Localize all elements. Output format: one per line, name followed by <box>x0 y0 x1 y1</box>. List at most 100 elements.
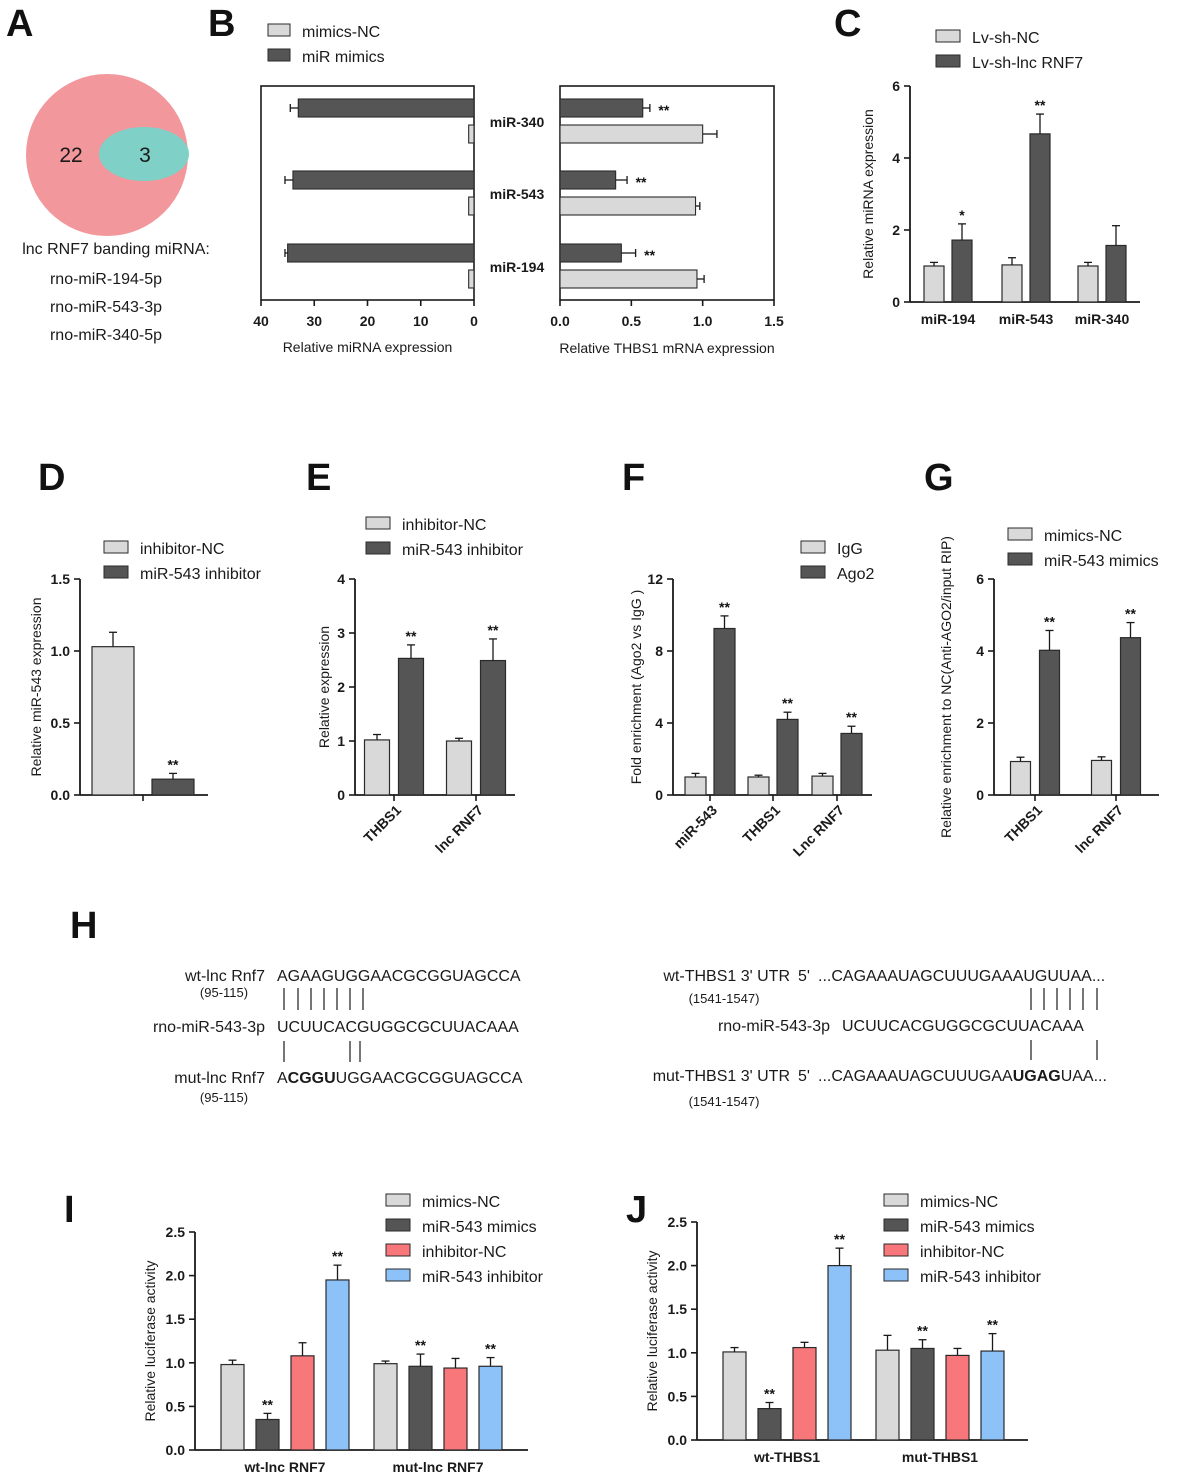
legend-d: inhibitor-NC miR-543 inhibitor <box>103 540 262 583</box>
y-tick-label: 1.0 <box>668 1345 688 1361</box>
panel-label-h: H <box>70 905 97 947</box>
bar-inhibitor-nc <box>792 1346 817 1441</box>
x-tick-label: mut-lnc RNF7 <box>393 1459 484 1475</box>
legend-j: mimics-NC miR-543 mimics inhibitor-NC miR-5… <box>883 1193 1042 1286</box>
x-tick-label: miR-543 <box>999 311 1054 327</box>
bar-lv-sh-lnc-rnf7 <box>1105 244 1127 303</box>
panel-label-b: B <box>208 3 235 45</box>
y-axis-title: Relative luciferase activity <box>142 1260 158 1421</box>
wt-thbs1-sequence: ...CAGAAAUAGCUUUGAAAUGUUAA... <box>818 968 1105 985</box>
legend-label: inhibitor-NC <box>402 517 486 534</box>
chart-c: 0 2 4 6 Relative miRNA expression * miR-194 ** m… <box>860 78 1140 327</box>
bar-mimics-nc <box>559 124 704 144</box>
sequence-alignment-lnc: wt-lnc Rnf7 (95-115) AGAAGUGGAACGCGGUAGC… <box>153 968 523 1105</box>
significance-mark: ** <box>415 1337 426 1353</box>
panel-label-e: E <box>306 457 331 499</box>
y-tick-label: 0 <box>892 294 900 310</box>
x-tick-label: 0.0 <box>550 313 570 329</box>
y-tick-label: 1 <box>337 733 345 749</box>
bar-miR-mimics <box>287 243 475 263</box>
y-tick-label: 4 <box>892 150 900 166</box>
y-tick-label: 0 <box>655 787 663 803</box>
y-tick-label: 1.0 <box>51 643 71 659</box>
bar-mimics-nc <box>722 1351 747 1441</box>
legend-label: mimics-NC <box>920 1194 998 1211</box>
legend-label: inhibitor-NC <box>422 1244 506 1261</box>
x-tick-label: 0 <box>470 313 478 329</box>
bar-ago2 <box>840 732 863 796</box>
x-tick-label: miR-340 <box>1075 311 1130 327</box>
panel-label-f: F <box>622 457 645 499</box>
bar-ago2 <box>713 627 736 796</box>
y-axis-title: Relative miRNA expression <box>860 109 876 279</box>
mut-lnc-pairing-lines <box>283 1041 361 1062</box>
venn-mirna-2: rno-miR-543-3p <box>50 299 162 316</box>
y-tick-label: 1.0 <box>166 1355 186 1371</box>
x-tick-label: 1.5 <box>764 313 784 329</box>
legend-label: miR-543 inhibitor <box>920 1269 1042 1286</box>
significance-mark: ** <box>719 599 730 615</box>
category-label: miR-194 <box>490 259 545 275</box>
wt-thbs1-name: wt-THBS1 3' UTR <box>662 968 790 985</box>
legend-g: mimics-NC miR-543 mimics <box>1007 527 1159 570</box>
significance-mark: ** <box>485 1341 496 1357</box>
chart-j: 0.0 0.5 1.0 1.5 2.0 2.5 Relative luciferase ac… <box>644 1214 1028 1465</box>
significance-mark: ** <box>846 709 857 725</box>
mut-lnc-name: mut-lnc Rnf7 <box>174 1070 265 1087</box>
bar-mimics-nc <box>468 269 475 289</box>
legend-label: miR-543 mimics <box>422 1219 537 1236</box>
x-tick-label: wt-THBS1 <box>753 1449 820 1465</box>
bar-igg <box>747 776 770 796</box>
y-tick-label: 0.0 <box>166 1442 186 1458</box>
legend-label: IgG <box>837 541 863 558</box>
x-tick-label: 10 <box>413 313 429 329</box>
x-tick-label: 1.0 <box>693 313 713 329</box>
y-tick-label: 2.5 <box>668 1214 688 1230</box>
y-tick-label: 2.0 <box>166 1268 186 1284</box>
venn-circle-mirna <box>99 127 189 181</box>
legend-swatch <box>1007 552 1033 566</box>
x-tick-label: 20 <box>360 313 376 329</box>
bar-inhibitor-nc <box>290 1355 315 1451</box>
y-tick-label: 0.5 <box>166 1398 186 1414</box>
x-tick-label: 40 <box>253 313 269 329</box>
significance-mark: ** <box>168 756 179 772</box>
y-tick-label: 4 <box>337 571 345 587</box>
significance-mark: ** <box>406 628 417 644</box>
wt-lnc-pairing-lines <box>283 988 364 1010</box>
y-tick-label: 3 <box>337 625 345 641</box>
legend-swatch <box>365 516 391 530</box>
significance-mark: ** <box>488 622 499 638</box>
legend-swatch <box>883 1268 909 1282</box>
x-axis-title: Relative THBS1 mRNA expression <box>559 340 774 356</box>
lnc-mirna-name: rno-miR-543-3p <box>153 1019 265 1036</box>
legend-label: Lv-sh-lnc RNF7 <box>972 55 1083 72</box>
x-tick-label: 30 <box>306 313 322 329</box>
bar-lv-sh-nc <box>923 265 945 303</box>
bar-mimics-nc <box>875 1349 900 1441</box>
y-tick-label: 0 <box>976 787 984 803</box>
x-tick-label: miR-194 <box>921 311 976 327</box>
significance-mark: ** <box>332 1248 343 1264</box>
mut-lnc-mutated-bases: CGGU <box>288 1070 336 1087</box>
legend-c: Lv-sh-NC Lv-sh-lnc RNF7 <box>935 29 1083 72</box>
sequence-alignment-thbs1: wt-THBS1 3' UTR 5' ...CAGAAAUAGCUUUGAAAU… <box>653 968 1107 1109</box>
mut-thbs1-pairing-lines <box>1030 1040 1098 1060</box>
right-plot-frame <box>559 85 775 301</box>
bar-mir-543-mimics <box>1038 649 1061 796</box>
y-tick-label: 8 <box>655 643 663 659</box>
x-tick-label: THBS1 <box>360 802 404 846</box>
bar-mir-543-mimics <box>408 1365 433 1451</box>
bar-lv-sh-nc <box>1001 264 1023 303</box>
legend-swatch <box>385 1243 411 1257</box>
wt-thbs1-pairing-lines <box>1030 988 1098 1010</box>
category-label: miR-340 <box>490 114 545 130</box>
bar-mir-543-inhibitor <box>325 1279 350 1451</box>
y-tick-label: 1.5 <box>166 1311 186 1327</box>
bar-mimics-nc <box>373 1363 398 1451</box>
y-tick-label: 12 <box>647 571 663 587</box>
bar-miR-mimics <box>559 98 644 118</box>
panel-label-i: I <box>64 1189 75 1231</box>
wt-thbs1-prefix: 5' <box>798 968 810 985</box>
